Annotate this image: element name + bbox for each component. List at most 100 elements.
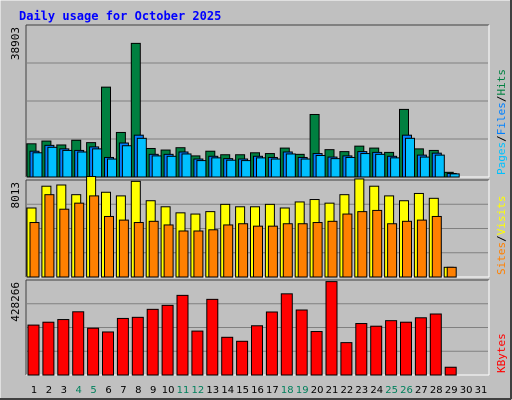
bar-sites-day-3 [59, 208, 70, 278]
x-tick-label-day-29: 29 [445, 385, 458, 396]
bar-kbytes-day-24 [370, 325, 383, 376]
bar-sites-day-25 [387, 223, 398, 278]
bar-sites-day-11 [178, 230, 189, 278]
bar-sites-day-26 [402, 220, 412, 278]
bar-pages-day-18 [285, 153, 296, 178]
bar-kbytes-day-12 [191, 330, 204, 376]
bar-pages-day-21 [330, 158, 341, 178]
bar-sites-day-2 [44, 194, 55, 278]
x-tick-label-day-28: 28 [430, 385, 443, 396]
bar-pages-day-7 [121, 145, 132, 178]
bar-pages-day-24 [375, 153, 386, 178]
bar-sites-day-23 [357, 211, 368, 278]
bar-sites-day-29 [446, 266, 457, 278]
x-tick-label-day-3: 3 [61, 385, 67, 396]
bar-kbytes-day-21 [325, 281, 338, 376]
x-tick-label-day-27: 27 [415, 385, 428, 396]
bar-kbytes-day-6 [102, 331, 114, 376]
bar-kbytes-day-9 [146, 308, 159, 376]
bar-kbytes-day-1 [27, 324, 40, 376]
legend-item-hits: Hits [495, 69, 508, 96]
x-tick-label-day-11: 11 [177, 385, 190, 396]
legend-item-pages: Pages [495, 142, 508, 175]
bar-kbytes-day-18 [280, 293, 293, 376]
legend-item-kbytes: KBytes [495, 333, 508, 373]
x-tick-label-day-26: 26 [400, 385, 413, 396]
x-tick-label-day-14: 14 [221, 385, 234, 396]
x-tick-label-day-25: 25 [385, 385, 398, 396]
bar-pages-day-17 [270, 158, 281, 178]
x-tick-label-day-31: 31 [475, 385, 488, 396]
bar-pages-day-26 [405, 137, 415, 178]
bar-kbytes-day-14 [221, 336, 234, 376]
x-tick-label-day-13: 13 [206, 385, 219, 396]
bar-sites-day-1 [29, 222, 40, 278]
bar-kbytes-day-5 [87, 327, 100, 376]
legend-hits-files-pages: Pages/Files/Hits [495, 69, 508, 175]
legend-item-sites: Sites [495, 242, 508, 275]
x-tick-label-day-9: 9 [150, 385, 156, 396]
bar-kbytes-day-16 [251, 325, 263, 376]
x-tick-label-day-18: 18 [281, 385, 294, 396]
bar-pages-day-28 [434, 154, 445, 178]
legend-visits-sites: Sites/Visits [495, 196, 508, 276]
bar-sites-day-5 [89, 195, 100, 278]
bar-kbytes-day-22 [340, 342, 353, 376]
x-tick-label-day-1: 1 [31, 385, 37, 396]
x-tick-label-day-12: 12 [192, 385, 205, 396]
bar-pages-day-13 [211, 157, 222, 178]
y-max-label: 38903 [9, 27, 22, 60]
bar-pages-day-19 [300, 158, 311, 178]
bar-sites-day-22 [342, 213, 353, 278]
bar-kbytes-day-15 [236, 340, 249, 376]
bar-kbytes-day-25 [385, 320, 398, 376]
panel-visits-sites: 8013 Sites/Visits [9, 176, 508, 278]
bar-pages-day-23 [360, 153, 371, 178]
legend-separator: / [495, 235, 508, 242]
x-tick-label-day-16: 16 [251, 385, 264, 396]
bar-kbytes-day-4 [72, 311, 85, 376]
bar-pages-day-16 [256, 157, 266, 178]
bar-sites-day-14 [223, 224, 234, 278]
bar-sites-day-9 [148, 220, 159, 278]
bar-sites-day-7 [118, 219, 129, 278]
bar-sites-day-28 [431, 215, 442, 278]
bar-pages-day-9 [151, 155, 162, 178]
x-tick-label-day-23: 23 [355, 385, 368, 396]
bar-pages-day-6 [107, 158, 117, 178]
bar-pages-day-5 [92, 148, 103, 178]
x-tick-label-day-24: 24 [370, 385, 383, 396]
legend-item-visits: Visits [495, 196, 508, 236]
bar-kbytes-day-17 [265, 311, 278, 376]
bar-sites-day-27 [416, 219, 427, 278]
bar-sites-day-6 [104, 215, 114, 278]
bar-pages-day-29 [449, 173, 460, 178]
bar-kbytes-day-23 [355, 323, 368, 376]
bar-pages-day-11 [181, 153, 192, 178]
chart-title: Daily usage for October 2025 [19, 9, 221, 23]
x-tick-label-day-4: 4 [76, 385, 82, 396]
bar-kbytes-day-10 [161, 304, 174, 376]
y-max-label: 428266 [9, 282, 22, 322]
bar-kbytes-day-8 [131, 316, 144, 376]
legend-separator: / [495, 96, 508, 103]
bar-sites-day-12 [193, 230, 204, 278]
bar-sites-day-15 [238, 223, 249, 278]
bar-sites-day-24 [372, 209, 383, 278]
bar-kbytes-day-20 [310, 331, 323, 376]
bar-kbytes-day-28 [429, 313, 442, 376]
bar-pages-day-8 [136, 137, 147, 178]
panel-kbytes: 428266 KBytes [9, 279, 508, 376]
x-tick-label-day-15: 15 [236, 385, 249, 396]
bar-sites-day-19 [297, 223, 308, 278]
bar-kbytes-day-7 [116, 317, 129, 376]
x-tick-label-day-5: 5 [90, 385, 96, 396]
x-tick-label-day-10: 10 [162, 385, 175, 396]
bar-kbytes-day-27 [414, 317, 427, 376]
bar-sites-day-16 [253, 225, 263, 278]
bar-kbytes-day-19 [295, 309, 308, 376]
bar-kbytes-day-11 [176, 294, 189, 376]
x-tick-label-day-7: 7 [120, 385, 126, 396]
legend-separator: / [495, 135, 508, 142]
legend-kbytes: KBytes [495, 333, 508, 373]
